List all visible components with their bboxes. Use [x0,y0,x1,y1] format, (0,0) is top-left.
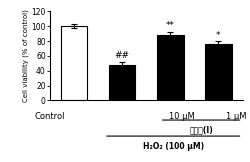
Bar [157,35,184,100]
Text: ##: ## [115,51,130,60]
Text: Control: Control [35,112,65,121]
Text: *: * [216,31,221,40]
Text: 化合物(I): 化合物(I) [189,125,213,134]
Text: 1 μM: 1 μM [226,112,246,121]
Y-axis label: Cell viability (% of control): Cell viability (% of control) [22,9,29,102]
Text: 10 μM: 10 μM [169,112,195,121]
Text: H₂O₂ (100 μM): H₂O₂ (100 μM) [143,142,204,151]
Bar [61,26,87,100]
Bar [205,44,232,100]
Text: **: ** [166,21,175,30]
Bar [109,65,136,100]
